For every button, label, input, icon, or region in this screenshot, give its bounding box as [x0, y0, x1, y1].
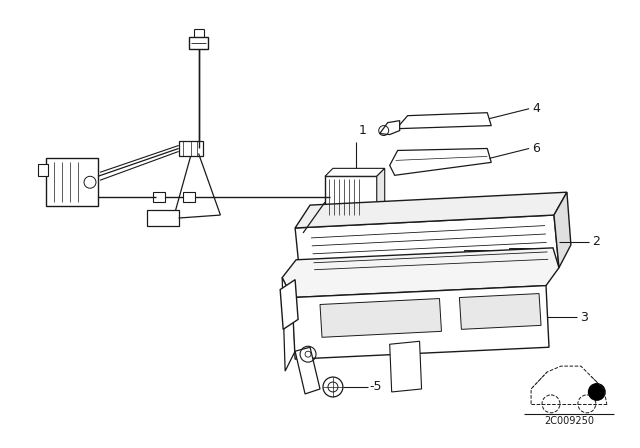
Bar	[153, 192, 164, 202]
Bar	[147, 210, 179, 226]
Polygon shape	[282, 278, 295, 371]
Text: 2: 2	[592, 235, 600, 248]
Bar	[46, 159, 98, 206]
Bar	[509, 248, 544, 260]
Polygon shape	[282, 248, 559, 297]
Polygon shape	[320, 298, 442, 337]
Circle shape	[588, 383, 605, 401]
Polygon shape	[295, 215, 559, 278]
Text: -5: -5	[370, 380, 382, 393]
Polygon shape	[325, 168, 385, 177]
Polygon shape	[280, 280, 298, 329]
Text: 4: 4	[532, 102, 540, 115]
Polygon shape	[377, 168, 385, 218]
Polygon shape	[395, 113, 492, 130]
Polygon shape	[380, 121, 399, 134]
Polygon shape	[292, 286, 549, 359]
Bar	[465, 250, 492, 260]
Polygon shape	[295, 347, 320, 394]
Text: 1: 1	[359, 124, 367, 137]
Bar	[38, 164, 48, 177]
Text: 6: 6	[532, 142, 540, 155]
Circle shape	[542, 395, 560, 413]
Polygon shape	[390, 341, 422, 392]
Polygon shape	[554, 192, 571, 268]
Circle shape	[578, 395, 596, 413]
Text: 2C009250: 2C009250	[544, 416, 594, 426]
Polygon shape	[390, 148, 492, 175]
Bar	[182, 192, 195, 202]
Text: 3: 3	[580, 311, 588, 324]
Bar	[179, 141, 202, 156]
Polygon shape	[295, 192, 567, 228]
Bar	[325, 177, 377, 218]
Bar	[189, 37, 209, 49]
Polygon shape	[460, 293, 541, 329]
